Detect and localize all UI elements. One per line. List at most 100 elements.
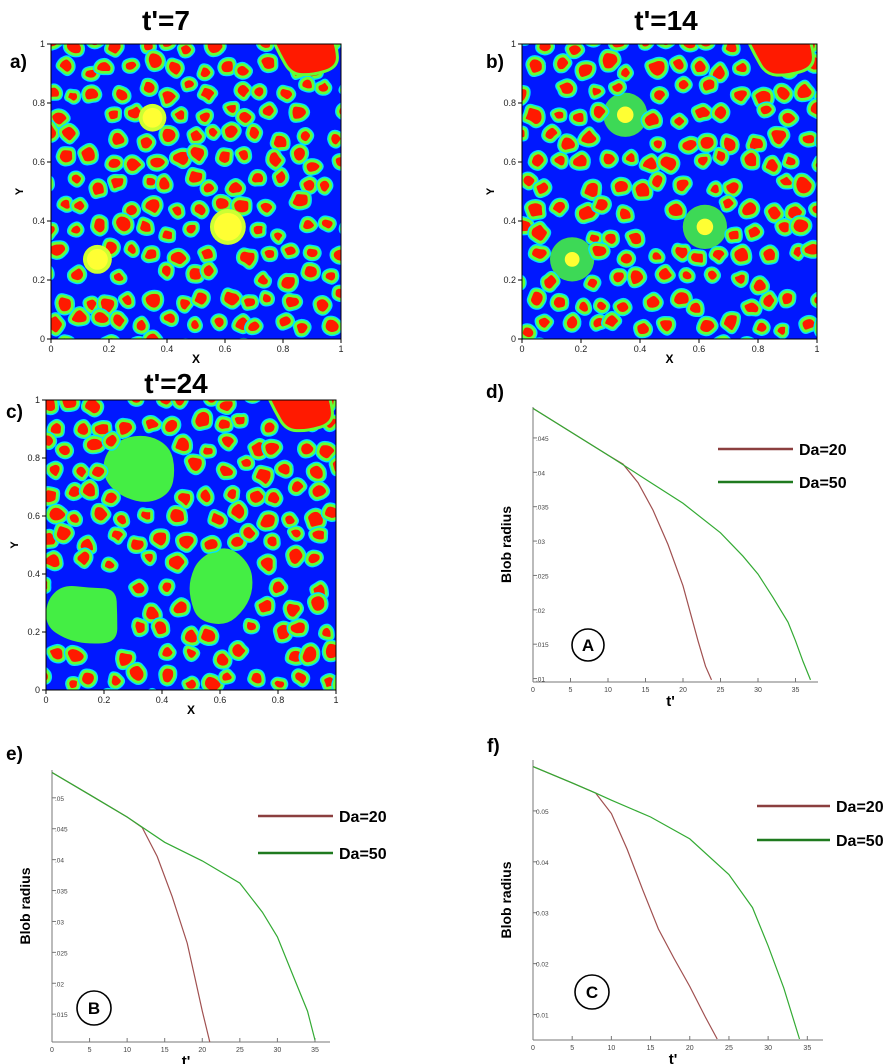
droplet-core bbox=[349, 464, 364, 476]
droplet-core bbox=[640, 154, 660, 173]
droplet-core bbox=[219, 669, 235, 684]
droplet bbox=[698, 75, 719, 95]
droplet bbox=[54, 293, 76, 316]
droplet-core bbox=[586, 231, 603, 246]
droplet bbox=[184, 166, 207, 187]
droplet bbox=[759, 290, 779, 312]
droplet bbox=[160, 415, 182, 437]
droplet bbox=[730, 243, 753, 266]
droplet bbox=[315, 440, 336, 463]
droplet-core bbox=[275, 461, 293, 478]
droplet-core bbox=[566, 44, 584, 58]
droplet-core bbox=[760, 291, 777, 310]
droplet bbox=[668, 54, 688, 74]
droplet-core bbox=[665, 200, 686, 219]
droplet-core bbox=[143, 416, 162, 432]
droplet bbox=[181, 338, 190, 339]
droplet-core bbox=[74, 420, 91, 438]
x-tick-label: 1 bbox=[814, 344, 819, 354]
x-tick-label: 5 bbox=[570, 1045, 574, 1052]
droplet-core bbox=[204, 44, 226, 56]
droplet-core bbox=[764, 344, 778, 358]
droplet bbox=[527, 150, 548, 171]
droplet bbox=[233, 61, 253, 80]
x-tick-label: 0.4 bbox=[634, 344, 647, 354]
droplet bbox=[46, 400, 60, 416]
droplet bbox=[277, 272, 300, 293]
droplet bbox=[57, 122, 80, 145]
droplet-core bbox=[159, 126, 179, 145]
droplet-halo bbox=[345, 133, 361, 148]
droplet bbox=[51, 702, 63, 715]
y-tick-label: 0.2 bbox=[32, 275, 45, 285]
droplet-core bbox=[65, 483, 84, 500]
droplet-halo bbox=[764, 344, 778, 358]
droplet bbox=[234, 145, 253, 165]
droplet-core bbox=[159, 44, 176, 50]
droplet bbox=[534, 313, 555, 332]
droplet bbox=[533, 337, 545, 339]
droplet-core bbox=[51, 177, 54, 190]
droplet-core bbox=[617, 205, 634, 223]
droplet bbox=[195, 108, 215, 127]
droplet bbox=[250, 83, 268, 101]
legend-label: Da=50 bbox=[836, 833, 884, 850]
x-tick-label: 20 bbox=[679, 687, 687, 694]
droplet bbox=[158, 124, 180, 147]
droplet bbox=[335, 102, 341, 120]
droplet bbox=[275, 312, 296, 331]
droplet bbox=[813, 90, 817, 103]
droplet-core bbox=[570, 151, 590, 170]
droplet bbox=[51, 44, 64, 51]
droplet-core bbox=[217, 462, 236, 479]
droplet bbox=[356, 299, 369, 312]
droplet-core bbox=[609, 44, 628, 51]
droplet-core bbox=[211, 314, 227, 330]
droplet bbox=[280, 242, 300, 260]
x-tick-label: 25 bbox=[236, 1047, 244, 1054]
y-tick-label: 0.8 bbox=[27, 453, 40, 463]
droplet-core bbox=[235, 147, 251, 163]
droplet bbox=[131, 617, 149, 638]
droplet-core bbox=[357, 56, 372, 70]
droplet bbox=[164, 551, 189, 574]
droplet-core bbox=[793, 173, 815, 197]
droplet-core bbox=[292, 669, 309, 687]
droplet-core bbox=[691, 57, 709, 76]
droplet bbox=[169, 597, 191, 618]
droplet bbox=[617, 338, 623, 339]
droplet-core bbox=[768, 127, 789, 148]
droplet bbox=[615, 204, 635, 224]
droplet-halo bbox=[258, 346, 271, 357]
droplet-core bbox=[109, 527, 126, 544]
droplet-core bbox=[46, 462, 63, 479]
droplet bbox=[215, 461, 238, 481]
droplet-core bbox=[359, 147, 375, 161]
droplet-core bbox=[709, 247, 728, 264]
droplet bbox=[204, 123, 222, 141]
droplet bbox=[696, 132, 718, 154]
droplet-halo bbox=[829, 251, 841, 262]
x-tick-label: 20 bbox=[198, 1047, 206, 1054]
droplet bbox=[73, 418, 93, 440]
droplet-core bbox=[711, 103, 730, 122]
droplet-core bbox=[68, 265, 86, 283]
droplet-halo bbox=[533, 337, 545, 339]
droplet bbox=[230, 195, 253, 217]
droplet-core bbox=[69, 171, 84, 187]
droplet-halo bbox=[522, 44, 530, 46]
droplet-core bbox=[638, 44, 654, 50]
droplet-core bbox=[184, 645, 199, 661]
droplet-halo bbox=[349, 504, 362, 516]
droplet-core bbox=[143, 175, 159, 189]
absorbed-zone bbox=[46, 586, 118, 644]
droplet-core bbox=[178, 44, 194, 58]
x-tick-label: 0.8 bbox=[752, 344, 765, 354]
panel-title: t'=24 bbox=[144, 368, 208, 399]
droplet bbox=[58, 400, 81, 413]
droplet bbox=[532, 178, 553, 199]
droplet-halo bbox=[814, 135, 817, 149]
droplet bbox=[600, 229, 620, 249]
droplet bbox=[228, 698, 245, 716]
droplet bbox=[363, 195, 379, 209]
